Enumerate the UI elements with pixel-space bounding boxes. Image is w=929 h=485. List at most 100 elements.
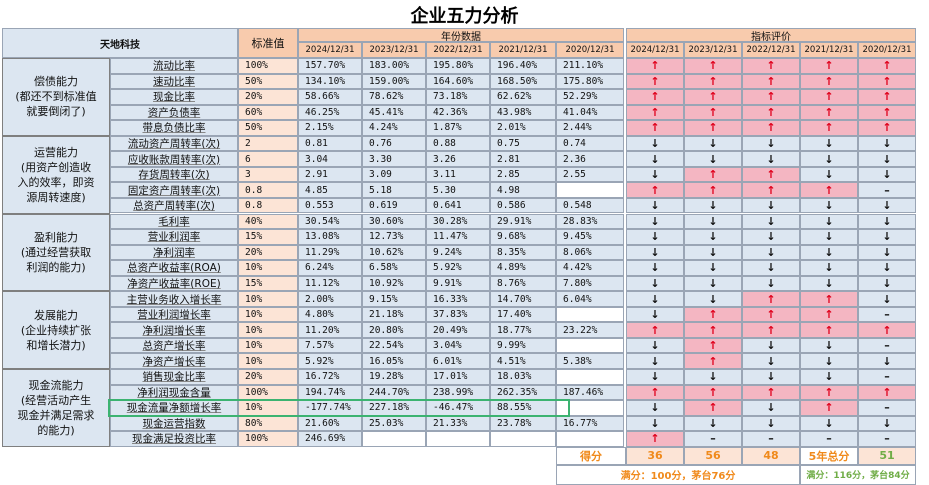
down-arrow-icon: ↓ — [684, 229, 742, 245]
year-value: 134.10% — [298, 73, 362, 90]
dash-icon: – — [858, 337, 916, 354]
dash-icon: – — [858, 182, 916, 198]
down-arrow-icon: ↓ — [800, 213, 858, 230]
up-arrow-icon: ↑ — [742, 58, 800, 74]
down-arrow-icon: ↓ — [800, 275, 858, 292]
down-arrow-icon: ↓ — [626, 275, 684, 292]
total-value: 51 — [858, 446, 916, 465]
up-arrow-icon: ↑ — [800, 73, 858, 90]
year-value: 227.18% — [362, 400, 426, 416]
down-arrow-icon: ↓ — [742, 260, 800, 276]
group-label: 运营能力 (用资产创造收 入的效率，即资 源周转速度) — [2, 135, 110, 214]
year-value: 30.28% — [426, 213, 490, 230]
metric-name: 现金流量净额增长率 — [110, 400, 238, 416]
dash-icon: – — [858, 400, 916, 416]
group-label: 现金流能力 (经营活动产生 现金并满足需求 的能力) — [2, 369, 110, 447]
year-value: 4.24% — [362, 120, 426, 136]
year-value — [556, 306, 624, 323]
year-value — [490, 431, 556, 447]
down-arrow-icon: ↓ — [858, 291, 916, 307]
up-arrow-icon: ↑ — [742, 306, 800, 323]
down-arrow-icon: ↓ — [742, 229, 800, 245]
year-value: 2.01% — [490, 120, 556, 136]
up-arrow-icon: ↑ — [800, 384, 858, 401]
down-arrow-icon: ↓ — [684, 369, 742, 385]
down-arrow-icon: ↓ — [684, 291, 742, 307]
down-arrow-icon: ↓ — [626, 213, 684, 230]
year-value: 46.25% — [298, 104, 362, 121]
year-value: 16.33% — [426, 291, 490, 307]
standard-value: 50% — [238, 120, 298, 136]
year-value: 30.54% — [298, 213, 362, 230]
year-value: 0.586 — [490, 197, 556, 214]
year-value: 183.00% — [362, 58, 426, 74]
up-arrow-icon: ↑ — [684, 166, 742, 183]
down-arrow-icon: ↓ — [626, 306, 684, 323]
group-label: 偿债能力 (都还不到标准值 就要倒闭了) — [2, 58, 110, 136]
page-title: 企业五力分析 — [410, 6, 519, 27]
eval-year-header: 2022/12/31 — [742, 42, 800, 58]
year-value: 2.44% — [556, 120, 624, 136]
metric-name: 带息负债比率 — [110, 120, 238, 136]
year-value: 16.05% — [362, 353, 426, 369]
up-arrow-icon: ↑ — [742, 166, 800, 183]
down-arrow-icon: ↓ — [858, 275, 916, 292]
year-value: 30.60% — [362, 213, 426, 230]
standard-value: 3 — [238, 166, 298, 183]
dash-icon: – — [800, 431, 858, 447]
down-arrow-icon: ↓ — [858, 260, 916, 276]
year-value: 37.83% — [426, 306, 490, 323]
group-label: 盈利能力 (通过经营获取 利润的能力) — [2, 213, 110, 292]
down-arrow-icon: ↓ — [626, 151, 684, 167]
dash-icon: – — [858, 431, 916, 447]
year-value: 0.88 — [426, 135, 490, 152]
year-value: 0.74 — [556, 135, 624, 152]
year-value: 17.01% — [426, 369, 490, 385]
year-value: 28.83% — [556, 213, 624, 230]
metric-name: 净利润现金含量 — [110, 384, 238, 401]
standard-value: 50% — [238, 73, 298, 90]
year-value: 17.40% — [490, 306, 556, 323]
year-value: 41.04% — [556, 104, 624, 121]
down-arrow-icon: ↓ — [800, 166, 858, 183]
year-value: 11.20% — [298, 322, 362, 338]
year-value: 4.51% — [490, 353, 556, 369]
year-value: 9.24% — [426, 244, 490, 261]
year-value: 18.03% — [490, 369, 556, 385]
year-value: 0.548 — [556, 197, 624, 214]
eval-header: 指标评价 — [626, 28, 916, 42]
down-arrow-icon: ↓ — [742, 369, 800, 385]
up-arrow-icon: ↑ — [858, 384, 916, 401]
year-value: 4.89% — [490, 260, 556, 276]
eval-year-header: 2024/12/31 — [626, 42, 684, 58]
year-value: 2.91 — [298, 166, 362, 183]
company-name: 天地科技 — [2, 28, 238, 58]
year-value: 62.62% — [490, 89, 556, 105]
up-arrow-icon: ↑ — [800, 322, 858, 338]
year-value: 2.55 — [556, 166, 624, 183]
year-value: 246.69% — [298, 431, 362, 447]
down-arrow-icon: ↓ — [858, 244, 916, 261]
year-value: 159.00% — [362, 73, 426, 90]
year-value — [556, 337, 624, 354]
standard-value: 20% — [238, 369, 298, 385]
up-arrow-icon: ↑ — [626, 120, 684, 136]
down-arrow-icon: ↓ — [800, 260, 858, 276]
down-arrow-icon: ↓ — [626, 400, 684, 416]
down-arrow-icon: ↓ — [626, 166, 684, 183]
standard-value: 60% — [238, 104, 298, 121]
up-arrow-icon: ↑ — [684, 337, 742, 354]
metric-name: 销售现金比率 — [110, 369, 238, 385]
metric-name: 固定资产周转率(次) — [110, 182, 238, 198]
year-value: 14.70% — [490, 291, 556, 307]
eval-year-header: 2023/12/31 — [684, 42, 742, 58]
up-arrow-icon: ↑ — [742, 291, 800, 307]
down-arrow-icon: ↓ — [626, 369, 684, 385]
metric-name: 流动资产周转率(次) — [110, 135, 238, 152]
up-arrow-icon: ↑ — [858, 104, 916, 121]
year-value: 164.60% — [426, 73, 490, 90]
year-value — [556, 431, 624, 447]
year-value: 8.35% — [490, 244, 556, 261]
standard-value: 6 — [238, 151, 298, 167]
score-label: 得分 — [556, 446, 626, 465]
